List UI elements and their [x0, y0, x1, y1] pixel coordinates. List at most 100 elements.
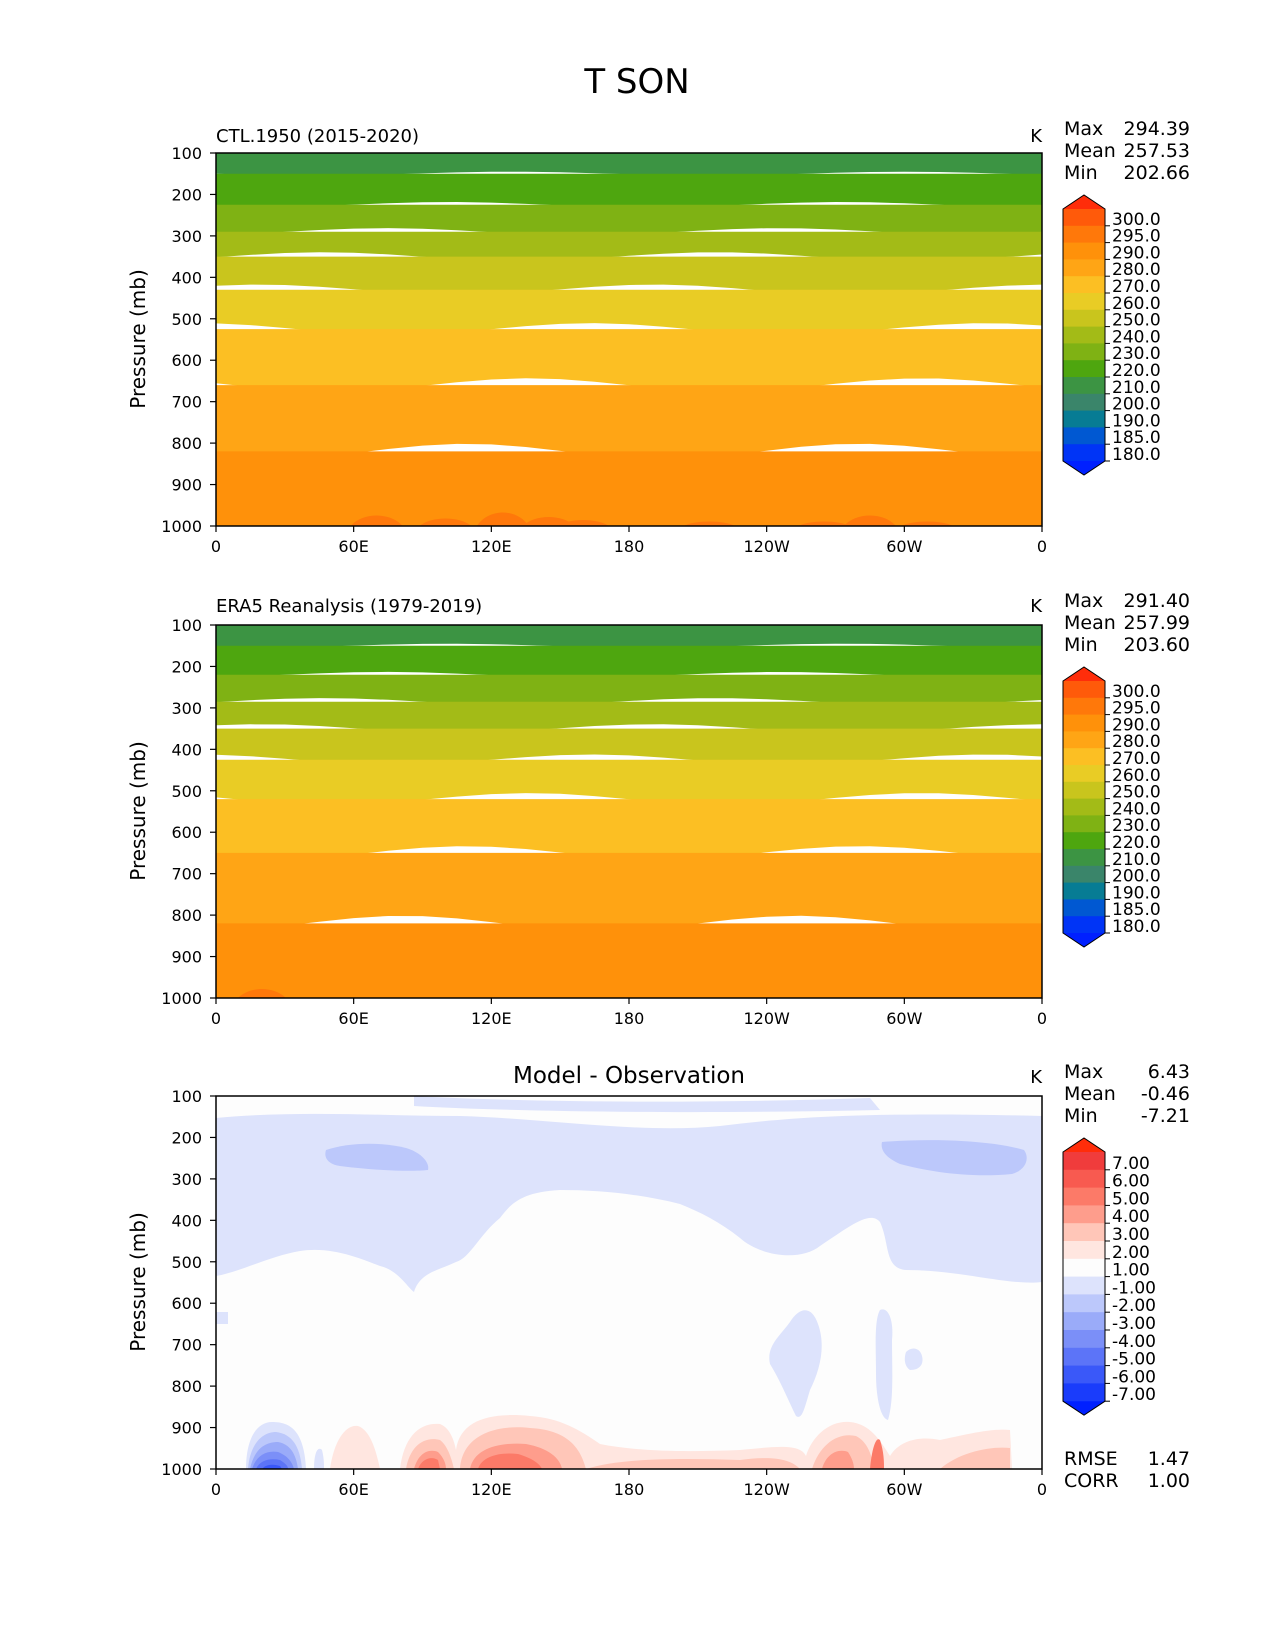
x-tick-label: 120W — [743, 1480, 790, 1499]
x-tick-label: 60W — [886, 1009, 922, 1028]
panel-1: CTL.1950 (2015-2020) K Pressure (mb) 100… — [126, 118, 1190, 556]
colorbar-tick-label: 4.00 — [1112, 1207, 1150, 1227]
colorbar-swatch — [1063, 393, 1105, 412]
panel-3: Model - Observation K Pressure (mb) 100 2… — [126, 1061, 1190, 1499]
contour-band — [216, 231, 1042, 261]
y-tick-label: 200 — [171, 185, 202, 204]
x-tick-label: 180 — [614, 1480, 645, 1499]
y-tick-label: 200 — [171, 1128, 202, 1147]
colorbar-swatch — [1063, 309, 1105, 328]
colorbar-tick-label: 295.0 — [1112, 699, 1161, 719]
y-tick-label: 700 — [171, 865, 202, 884]
x-tick-label: 120W — [743, 537, 790, 556]
colorbar-tick-label: 290.0 — [1112, 715, 1161, 735]
colorbar-tick-label: 260.0 — [1112, 294, 1161, 314]
contour-band — [216, 173, 1042, 208]
panel-2: ERA5 Reanalysis (1979-2019) K Pressure (… — [126, 590, 1190, 1028]
x-tick-label: 180 — [614, 1009, 645, 1028]
contour-band — [216, 728, 1042, 765]
contour-band — [419, 518, 472, 526]
colorbar-extend-max — [1063, 1138, 1105, 1152]
colorbar-swatch — [1063, 1330, 1105, 1349]
colorbar-swatch — [1063, 326, 1105, 344]
contour-band — [216, 923, 1042, 998]
y-tick-label: 100 — [171, 1087, 202, 1106]
x-axis: 0 60E 120E 180 120W 60W 0 — [211, 526, 1047, 556]
contour-bands-ctl — [216, 153, 1042, 526]
x-tick-label: 0 — [211, 537, 221, 556]
colorbar-tick-label: 200.0 — [1112, 867, 1161, 887]
x-tick-label: 0 — [211, 1480, 221, 1499]
colorbar-swatch — [1063, 343, 1105, 361]
stats-block: Max 294.39 Mean 257.53 Min 202.66 — [1064, 118, 1190, 184]
colorbar-swatch — [1063, 731, 1105, 749]
contour-bands-era5 — [216, 625, 1042, 998]
y-tick-label: 400 — [171, 268, 202, 287]
panel-title: Model - Observation — [513, 1063, 745, 1089]
contour-band — [843, 515, 896, 526]
y-tick-label: 1000 — [161, 517, 202, 536]
colorbar-swatch — [1063, 444, 1105, 462]
colorbar-tick-label: 2.00 — [1112, 1243, 1150, 1263]
y-tick-label: 800 — [171, 906, 202, 925]
stat-label: CORR — [1064, 1470, 1119, 1492]
x-tick-label: 0 — [1037, 1480, 1047, 1499]
colorbar-swatch — [1063, 1294, 1105, 1313]
colorbar-tick-label: -5.00 — [1112, 1350, 1156, 1370]
colorbar-swatch — [1063, 259, 1105, 277]
colorbar-tick-label: -4.00 — [1112, 1332, 1156, 1352]
x-tick-label: 120E — [471, 1009, 512, 1028]
contour-band — [216, 645, 1042, 678]
y-tick-label: 600 — [171, 351, 202, 370]
y-tick-label: 400 — [171, 1211, 202, 1230]
colorbar-swatch — [1063, 1383, 1105, 1402]
contour-band — [216, 701, 1042, 733]
panel-title: ERA5 Reanalysis (1979-2019) — [216, 596, 482, 617]
colorbar-swatch — [1063, 916, 1105, 934]
colorbar-tick-label: 240.0 — [1112, 327, 1161, 347]
units-label: K — [1030, 596, 1043, 617]
y-tick-label: 500 — [171, 782, 202, 801]
y-axis: 100 200 300 400 500 600 700 800 900 1000 — [161, 1087, 216, 1479]
y-tick-label: 800 — [171, 1377, 202, 1396]
stat-value: -7.21 — [1141, 1105, 1190, 1127]
stats-block: Max 291.40 Mean 257.99 Min 203.60 — [1064, 590, 1190, 656]
contour-band — [216, 153, 1042, 176]
colorbar-tick-label: 250.0 — [1112, 311, 1161, 331]
cold-bias-region — [314, 1448, 324, 1469]
cold-bias-core — [325, 1143, 429, 1171]
contour-band — [216, 852, 1042, 931]
contour-band — [237, 989, 286, 998]
cold-bias-region — [414, 1096, 880, 1113]
colorbar-tick-label: 270.0 — [1112, 277, 1161, 297]
contour-band — [216, 329, 1042, 392]
colorbar-swatch — [1063, 377, 1105, 395]
figure-title: T SON — [583, 62, 689, 102]
y-tick-label: 900 — [171, 948, 202, 967]
colorbar: 7.006.005.004.003.002.001.00-1.00-2.00-3… — [1062, 1137, 1156, 1416]
colorbar-swatch — [1063, 360, 1105, 378]
cold-bias-region — [875, 1309, 893, 1420]
contour-band — [216, 204, 1042, 236]
x-axis: 0 60E 120E 180 120W 60W 0 — [211, 1469, 1047, 1499]
colorbar-extend-min — [1063, 1401, 1105, 1416]
y-tick-label: 300 — [171, 699, 202, 718]
stat-label: Max — [1064, 1061, 1103, 1083]
y-tick-label: 500 — [171, 1253, 202, 1272]
colorbar-swatch — [1063, 815, 1105, 833]
warm-bias-region — [418, 1439, 884, 1469]
y-tick-label: 100 — [171, 144, 202, 163]
colorbar-swatch — [1063, 209, 1105, 227]
colorbar-swatch — [1063, 882, 1105, 900]
colorbar-swatch — [1063, 1312, 1105, 1331]
stat-value: 1.00 — [1148, 1470, 1190, 1492]
x-tick-label: 120W — [743, 1009, 790, 1028]
units-label: K — [1030, 1067, 1043, 1088]
x-tick-label: 120E — [471, 537, 512, 556]
colorbar-tick-label: -2.00 — [1112, 1296, 1156, 1316]
colorbar-swatch — [1063, 225, 1105, 244]
stat-value: 203.60 — [1124, 634, 1190, 656]
contour-band — [216, 759, 1042, 805]
colorbar-swatch — [1063, 427, 1105, 445]
